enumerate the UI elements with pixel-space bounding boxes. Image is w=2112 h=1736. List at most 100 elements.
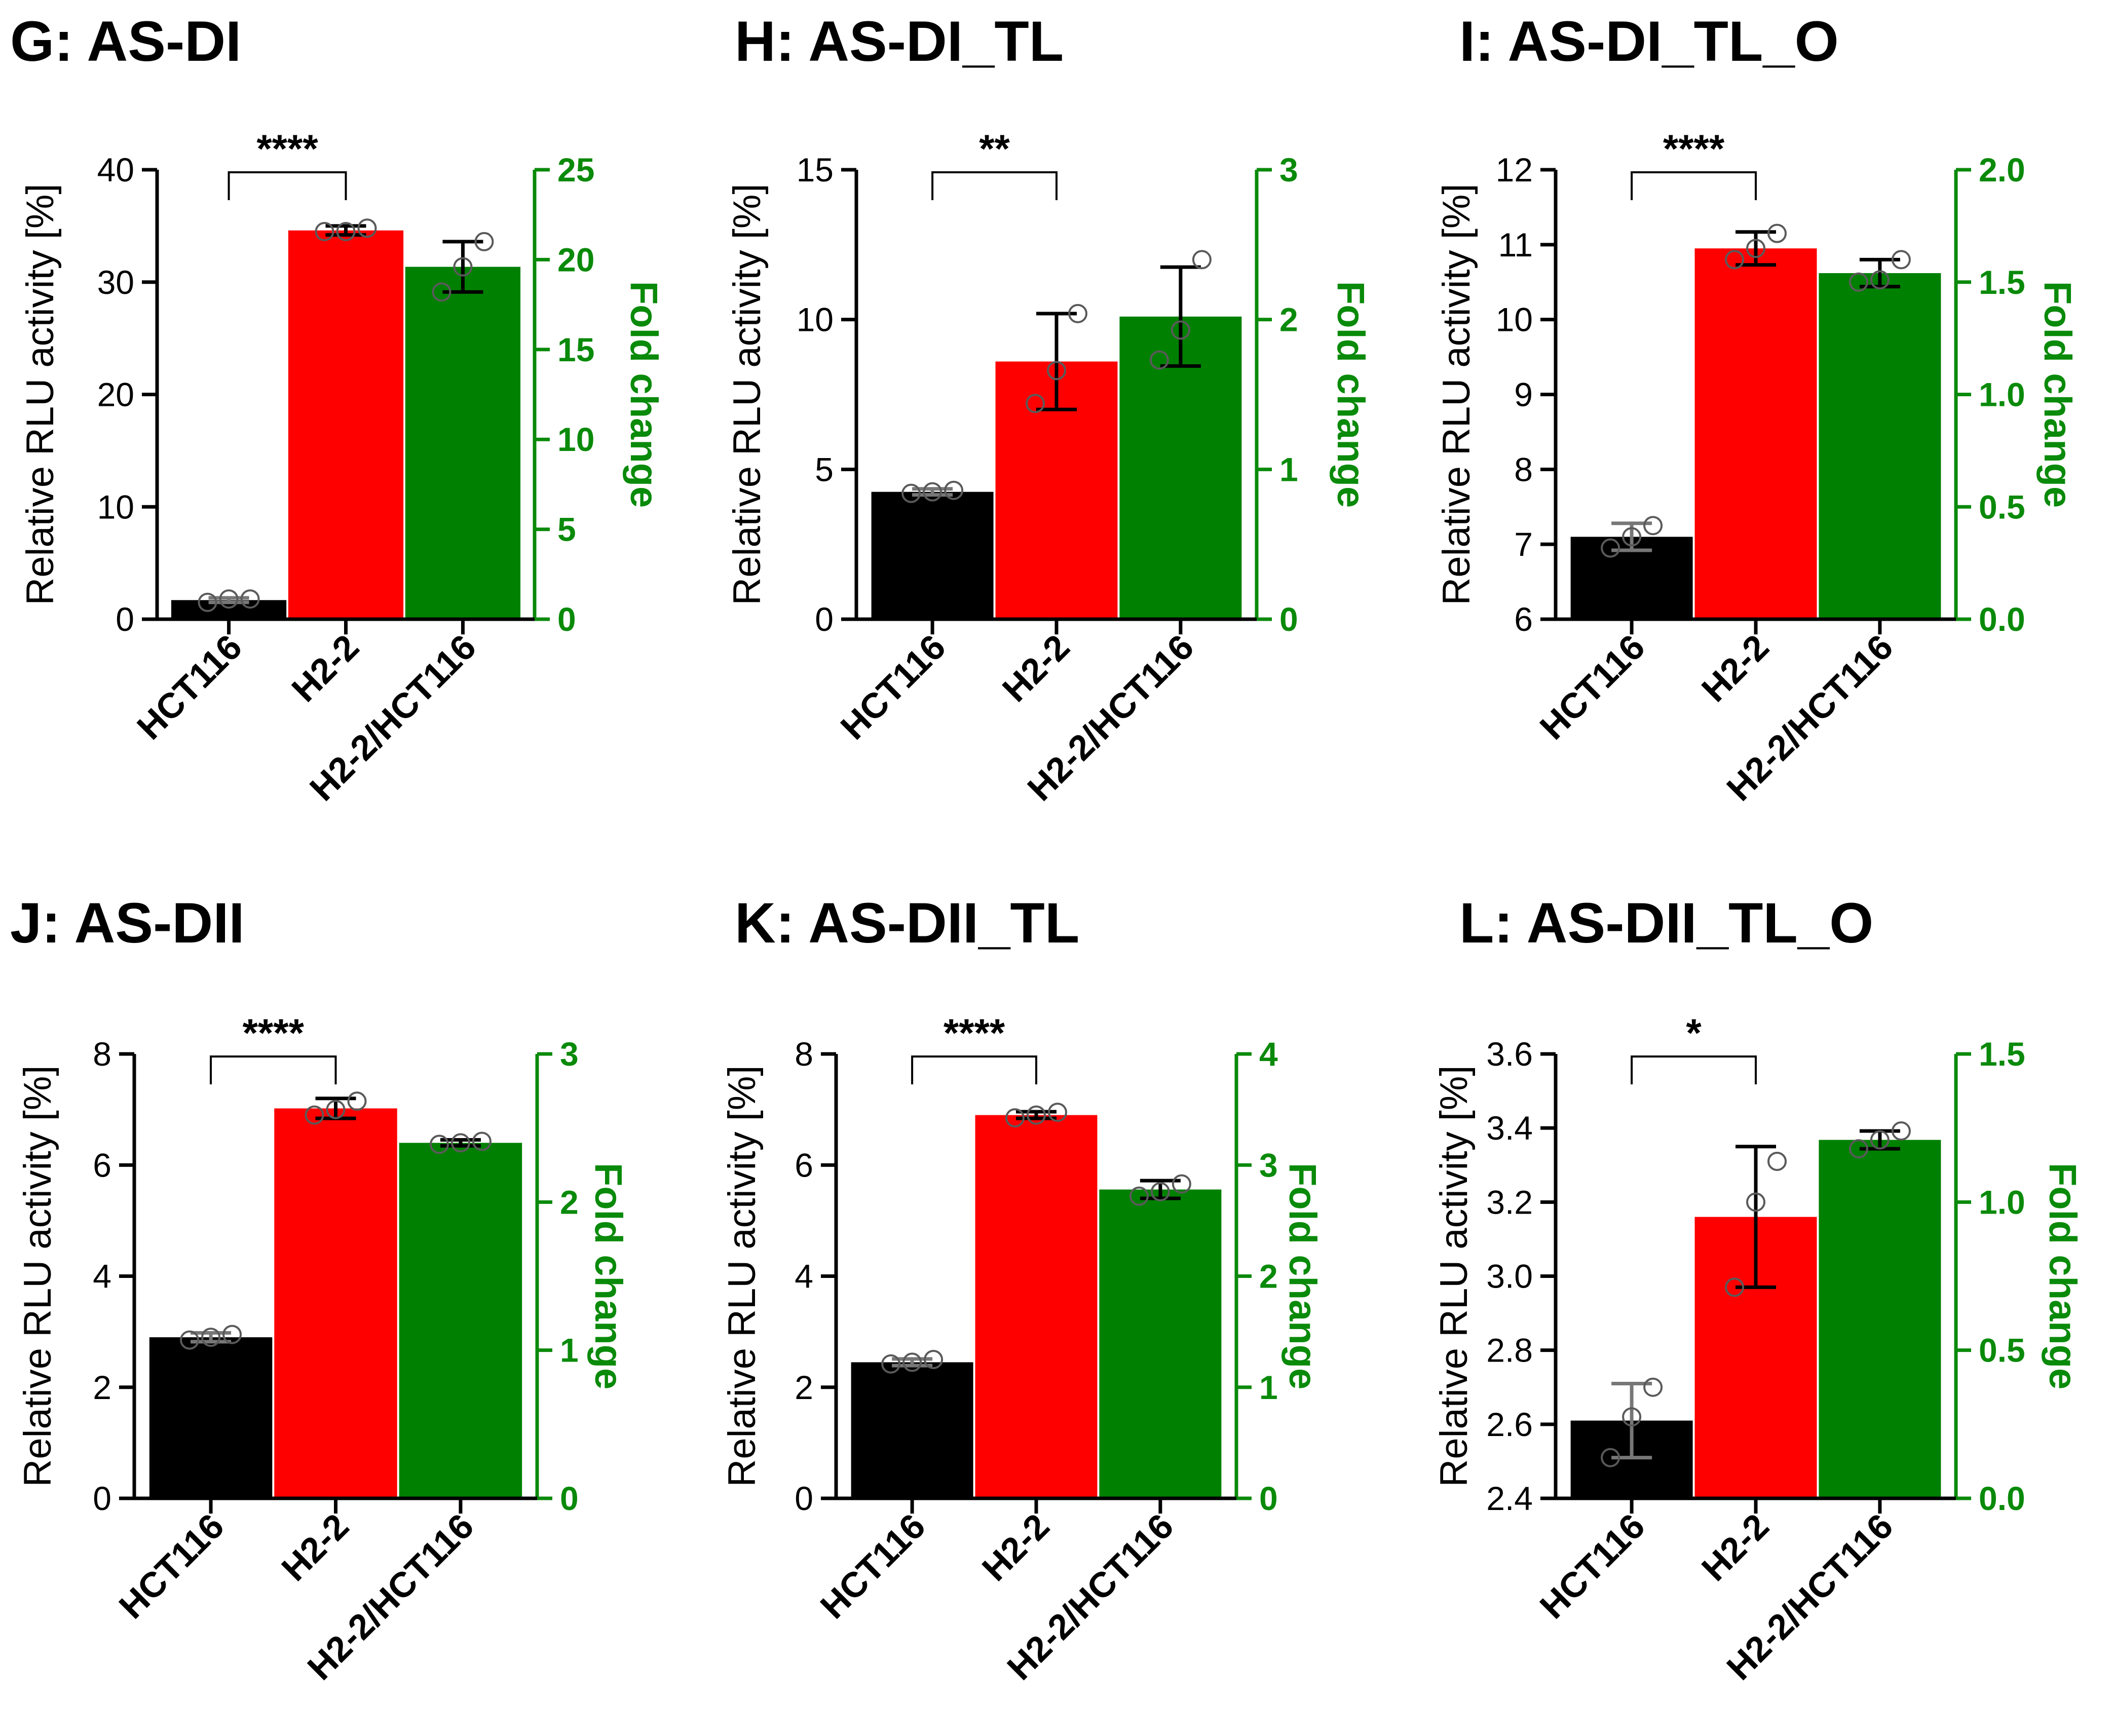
data-point — [198, 592, 217, 612]
data-point — [944, 480, 964, 500]
data-point — [1027, 1105, 1046, 1125]
significance-bracket — [228, 171, 347, 200]
data-point — [315, 221, 334, 241]
left-tick-label: 3.2 — [1486, 1183, 1533, 1221]
left-tick-label: 15 — [797, 151, 834, 188]
data-point — [1767, 1151, 1787, 1171]
x-tick-label: HCT116 — [833, 627, 953, 747]
bar-hct116 — [871, 492, 994, 619]
right-tick-label: 2 — [1259, 1258, 1278, 1295]
data-point — [902, 1352, 922, 1372]
data-point — [432, 282, 451, 302]
right-tick-label: 0 — [557, 600, 576, 638]
data-point — [240, 589, 260, 609]
left-tick-label: 8 — [795, 1035, 813, 1073]
bar-h2-2 — [274, 1108, 397, 1498]
right-tick-label: 10 — [557, 421, 594, 458]
y2-axis-label: Fold change — [1329, 281, 1372, 508]
significance-label: **** — [1663, 126, 1725, 171]
left-tick-label: 10 — [1496, 301, 1533, 338]
right-tick-label: 2.0 — [1979, 151, 2025, 188]
x-tick-label: HCT116 — [1532, 627, 1652, 747]
data-point — [1767, 223, 1787, 243]
bar-h2-2 — [975, 1115, 1098, 1498]
data-point — [305, 1105, 324, 1125]
significance-bracket — [931, 171, 1058, 200]
data-point — [1048, 1103, 1067, 1122]
y2-axis-label: Fold change — [2036, 281, 2079, 508]
bar-h2-2-hct116 — [1819, 273, 1941, 619]
left-tick-label: 2.6 — [1486, 1406, 1533, 1443]
left-tick-label: 9 — [1514, 376, 1533, 413]
x-tick-label: H2-2 — [1694, 1506, 1776, 1588]
data-point — [1891, 250, 1911, 270]
right-tick-label: 1.0 — [1979, 376, 2025, 413]
panel-title: I: AS-DI_TL_O — [1459, 10, 1839, 73]
data-point — [1746, 1192, 1765, 1212]
data-point — [1601, 538, 1620, 558]
data-point — [1622, 1407, 1642, 1427]
data-point — [1047, 361, 1066, 381]
panel-title: L: AS-DII_TL_O — [1459, 891, 1873, 955]
x-tick-label: HCT116 — [813, 1506, 933, 1626]
left-tick-label: 8 — [1514, 450, 1533, 488]
right-tick-label: 0 — [560, 1480, 579, 1517]
significance-bracket — [210, 1055, 337, 1084]
data-point — [1172, 1174, 1191, 1194]
data-point — [1849, 272, 1868, 292]
left-tick-label: 2 — [795, 1369, 813, 1406]
y2-axis-label: Fold change — [1281, 1163, 1324, 1390]
x-tick-label: H2-2 — [995, 627, 1077, 709]
right-tick-label: 15 — [557, 331, 594, 368]
bar-hct116 — [149, 1337, 273, 1498]
data-point — [1149, 350, 1169, 370]
y-axis-label: Relative RLU activity [%] — [1432, 1065, 1476, 1487]
data-point — [180, 1330, 200, 1350]
data-point — [1026, 394, 1045, 413]
right-tick-label: 25 — [557, 151, 594, 188]
data-point — [201, 1328, 221, 1347]
bar-h2-2-hct116 — [399, 1143, 522, 1498]
bar-h2-2 — [1694, 248, 1817, 620]
right-tick-label: 3 — [560, 1035, 579, 1073]
significance-label: **** — [243, 1010, 305, 1055]
significance-label: **** — [256, 126, 318, 171]
chart-panel-3: I: AS-DI_TL_O 6 7 8 9 10 11 12 0.0 0.5 1.0 1.5 2.0 HC… — [1435, 10, 2079, 808]
left-tick-label: 7 — [1514, 525, 1533, 563]
right-tick-label: 2 — [1279, 301, 1298, 338]
data-point — [1622, 527, 1642, 547]
y-axis-label: Relative RLU activity [%] — [726, 183, 769, 605]
panel-title: H: AS-DI_TL — [735, 10, 1064, 73]
y2-axis-label: Fold change — [2041, 1163, 2084, 1390]
data-point — [901, 483, 921, 503]
significance-label: **** — [944, 1010, 1005, 1055]
left-tick-label: 3.6 — [1486, 1035, 1533, 1073]
bar-h2-2 — [288, 230, 404, 619]
significance-bracket — [911, 1055, 1037, 1084]
left-tick-label: 3.4 — [1486, 1109, 1533, 1147]
right-tick-label: 0 — [1279, 600, 1298, 638]
right-tick-label: 1.0 — [1979, 1183, 2025, 1221]
data-point — [1870, 1130, 1890, 1150]
y-axis-label: Relative RLU activity [%] — [721, 1065, 764, 1487]
y2-axis-label: Fold change — [622, 281, 665, 508]
y-axis-label: Relative RLU activity [%] — [19, 183, 62, 605]
x-tick-label: HCT116 — [129, 627, 249, 747]
x-tick-label: H2-2 — [284, 627, 366, 709]
data-point — [429, 1135, 449, 1154]
data-point — [1643, 516, 1663, 536]
left-tick-label: 20 — [97, 376, 134, 413]
left-tick-label: 0 — [93, 1480, 111, 1517]
data-point — [472, 1131, 492, 1151]
data-point — [336, 221, 356, 241]
bar-h2-2-hct116 — [1819, 1140, 1941, 1498]
right-tick-label: 0.5 — [1979, 488, 2025, 525]
left-tick-label: 0 — [795, 1480, 813, 1517]
left-tick-label: 4 — [93, 1258, 111, 1295]
data-point — [1150, 1182, 1170, 1201]
significance-label: * — [1686, 1010, 1702, 1055]
left-tick-label: 10 — [797, 301, 834, 338]
data-point — [1129, 1186, 1149, 1206]
data-point — [1601, 1448, 1620, 1467]
